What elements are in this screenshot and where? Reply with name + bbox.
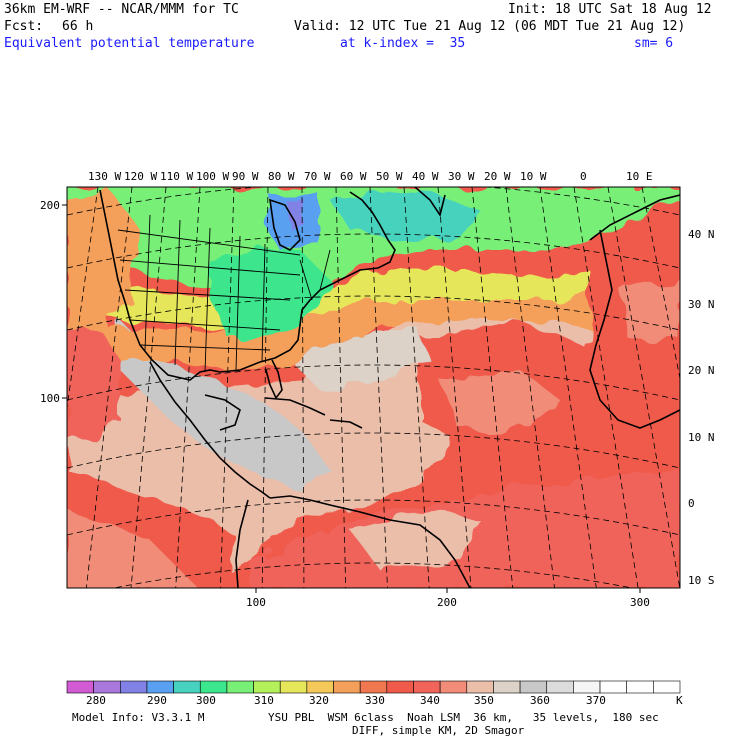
coast-mexico-central-america xyxy=(149,361,271,499)
coast-greenland xyxy=(414,187,446,217)
longitude-label: 130 W xyxy=(88,170,122,183)
colorbar-swatch xyxy=(66,680,94,694)
grid-label-left-100: 100 xyxy=(40,392,60,405)
coast-north-america xyxy=(99,189,396,381)
colorbar-label: 360 xyxy=(530,694,550,707)
graticule xyxy=(67,187,680,588)
model-title: 36km EM-WRF -- NCAR/MMM for TC xyxy=(4,2,239,17)
red-west-us xyxy=(67,330,120,440)
coast-europe xyxy=(589,194,680,241)
latitude-label: 10 N xyxy=(688,431,715,444)
tan-southern-patches xyxy=(350,510,480,570)
model-info: Model Info: V3.3.1 M xyxy=(72,711,205,724)
latitude-label: 40 N xyxy=(688,228,715,241)
longitude-label: 50 W xyxy=(376,170,403,183)
coast-south-america-west xyxy=(235,499,249,588)
purple-hudson-core xyxy=(285,200,305,230)
colorbar-swatch xyxy=(573,680,601,694)
colorbar-label: 330 xyxy=(365,694,385,707)
salmon-band-sw xyxy=(67,510,198,588)
colorbar-swatch xyxy=(546,680,574,694)
forecast-label: Fcst: xyxy=(4,19,44,34)
coast-west-africa xyxy=(589,229,680,429)
physics-info: YSU PBL WSM 6class Noah LSM 36 km, 35 le… xyxy=(268,711,659,724)
smoothing-value: sm= 6 xyxy=(634,36,674,51)
colorbar-swatch xyxy=(626,680,654,694)
latitude-label: 20 N xyxy=(688,364,715,377)
colorbar-label: 290 xyxy=(147,694,167,707)
longitude-label: 60 W xyxy=(340,170,367,183)
init-time: Init: 18 UTC Sat 18 Aug 12 xyxy=(508,2,712,17)
colorbar-label: 320 xyxy=(309,694,329,707)
longitude-label: 80 W xyxy=(268,170,295,183)
colorbar-swatch xyxy=(439,680,468,694)
colorbar-swatch xyxy=(466,680,494,694)
grid-label-bottom-200: 200 xyxy=(437,596,457,609)
longitude-label: 0 xyxy=(580,170,587,183)
longitude-label: 100 W xyxy=(196,170,230,183)
longitude-label: 120 W xyxy=(124,170,158,183)
colorbar-swatch xyxy=(226,680,254,694)
latitude-label: 30 N xyxy=(688,298,715,311)
latitude-label: 10 S xyxy=(688,574,715,587)
colorbar-swatch xyxy=(120,680,148,694)
state-borders xyxy=(117,214,331,373)
grid-label-left-200: 200 xyxy=(40,199,60,212)
colorbar-swatch xyxy=(599,680,627,694)
teal-us-core xyxy=(210,250,330,340)
colorbar-swatch xyxy=(413,680,441,694)
colorbar-swatch xyxy=(306,680,334,694)
colorbar-swatch xyxy=(146,680,174,694)
colorbar-label: 340 xyxy=(420,694,440,707)
longitude-label: 110 W xyxy=(160,170,194,183)
latitude-label: 0 xyxy=(688,497,695,510)
colorbar-swatch xyxy=(199,680,228,694)
colorbar-swatch xyxy=(173,680,201,694)
grid-ticks xyxy=(62,204,641,593)
k-index-level: at k-index = 35 xyxy=(340,36,466,51)
colorbar-swatch xyxy=(333,680,361,694)
coast-cuba xyxy=(264,397,326,416)
coast-yucatan xyxy=(204,394,241,431)
colorbar-swatch xyxy=(519,680,548,694)
longitude-label: 10 E xyxy=(626,170,653,183)
field-name: Equivalent potential temperature xyxy=(4,36,255,51)
colorbar-swatch xyxy=(653,680,681,694)
longitude-label: 70 W xyxy=(304,170,331,183)
longitude-label: 10 W xyxy=(520,170,547,183)
forecast-hour: 66 h xyxy=(62,19,94,34)
valid-time: Valid: 12 UTC Tue 21 Aug 12 (06 MDT Tue … xyxy=(294,19,686,34)
longitude-label: 20 W xyxy=(484,170,511,183)
longitude-label: 90 W xyxy=(232,170,259,183)
coast-south-america xyxy=(269,495,471,588)
map-frame xyxy=(66,186,681,589)
colorbar-swatch xyxy=(279,680,308,694)
coast-florida xyxy=(265,359,283,400)
colorbar-label: 300 xyxy=(196,694,216,707)
colorbar-label: 310 xyxy=(254,694,274,707)
colorbar-swatch xyxy=(359,680,388,694)
grid-label-bottom-100: 100 xyxy=(246,596,266,609)
coast-hudson-bay xyxy=(269,198,301,251)
salmon-patch-east xyxy=(440,370,560,430)
grid-label-bottom-300: 300 xyxy=(630,596,650,609)
longitude-label: 30 W xyxy=(448,170,475,183)
colorbar-label: 350 xyxy=(474,694,494,707)
gray-gulf-caribbean xyxy=(100,320,330,490)
orange-west-us xyxy=(67,190,140,330)
coastlines xyxy=(99,187,680,588)
colorbar-swatch xyxy=(493,680,521,694)
colorbar-swatch xyxy=(93,680,121,694)
diffusion-info: DIFF, simple KM, 2D Smagor xyxy=(352,724,525,737)
coast-hispaniola xyxy=(329,419,363,429)
longitude-label: 40 W xyxy=(412,170,439,183)
colorbar-unit: K xyxy=(676,694,683,707)
colorbar-label: 370 xyxy=(586,694,606,707)
colorbar-swatch xyxy=(386,680,414,694)
colorbar-label: 280 xyxy=(86,694,106,707)
salmon-africa xyxy=(620,280,680,340)
colorbar-swatch xyxy=(253,680,281,694)
